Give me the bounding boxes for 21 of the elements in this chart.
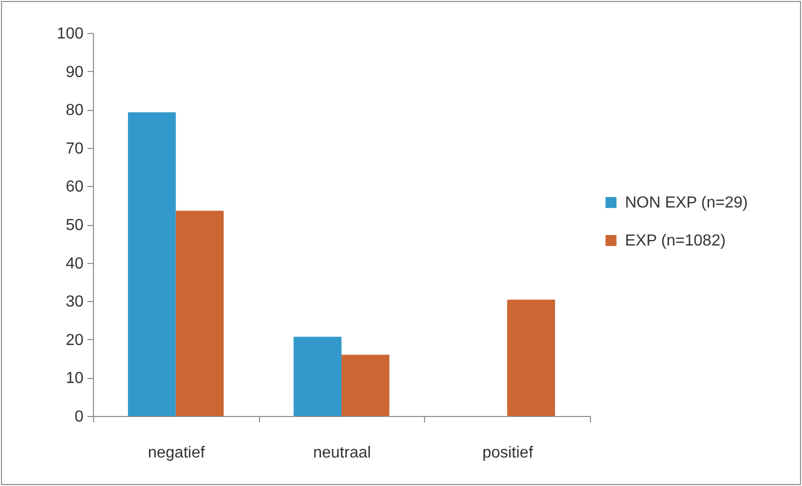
y-tick-label: 70 <box>66 140 84 158</box>
legend-label: EXP (n=1082) <box>625 232 726 250</box>
y-tick-label: 10 <box>66 370 84 388</box>
y-tick-label: 80 <box>66 102 84 120</box>
y-tick-label: 60 <box>66 178 84 196</box>
y-tick-label: 30 <box>66 294 84 311</box>
y-tick-label: 90 <box>66 64 84 81</box>
bar <box>507 300 556 416</box>
y-tick-label: 50 <box>66 217 84 234</box>
legend-label: NON EXP (n=29) <box>625 194 748 212</box>
y-tick-label: 0 <box>74 408 84 426</box>
bar <box>128 112 176 416</box>
x-tick-label: neutraal <box>313 444 371 462</box>
bar <box>294 336 342 416</box>
y-tick-label: 40 <box>66 255 84 272</box>
y-tick-label: 20 <box>66 332 84 349</box>
bar <box>176 210 224 416</box>
x-tick-label: positief <box>482 444 534 462</box>
bar <box>342 354 390 416</box>
x-tick-label: negatief <box>148 444 206 462</box>
y-tick-label: 100 <box>56 26 84 42</box>
